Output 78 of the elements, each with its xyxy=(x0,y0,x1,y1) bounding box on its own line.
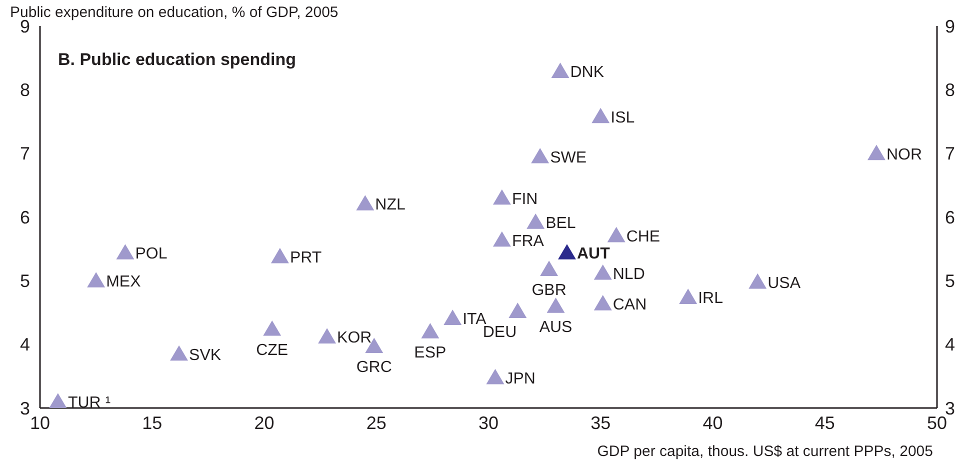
point xyxy=(867,144,886,160)
series-label: AUS xyxy=(539,319,572,336)
series-label: NZL xyxy=(375,196,406,214)
series-label: ESP xyxy=(414,344,446,362)
point xyxy=(679,288,698,304)
series-label: NOR xyxy=(886,146,922,164)
y2-tick-label: 8 xyxy=(945,80,956,100)
point xyxy=(48,393,67,408)
point xyxy=(558,244,576,260)
point xyxy=(421,323,440,338)
point xyxy=(263,320,282,336)
x-axis-title: GDP per capita, thous. US$ at current PPPs, 2005 xyxy=(597,443,933,460)
point xyxy=(492,189,511,205)
y-tick-label: 8 xyxy=(20,80,30,100)
point xyxy=(594,295,612,310)
series-label: GRC xyxy=(356,359,392,376)
point xyxy=(531,148,550,164)
point xyxy=(444,310,462,325)
y2-tick-label: 9 xyxy=(945,16,956,36)
point xyxy=(546,298,565,313)
point xyxy=(748,273,767,289)
y-tick-label: 4 xyxy=(20,334,30,355)
series-label: SVK xyxy=(189,346,222,364)
series-label: USA xyxy=(768,274,801,292)
series-label: FIN xyxy=(512,190,538,208)
x-tick-label: 10 xyxy=(30,412,50,433)
point xyxy=(116,244,134,260)
series-label: TUR ¹ xyxy=(68,394,111,412)
x-tick-label: 20 xyxy=(254,412,274,433)
series-label: PRT xyxy=(290,249,322,266)
point xyxy=(270,248,289,264)
series-label: MEX xyxy=(106,274,142,291)
y2-tick-label: 5 xyxy=(945,271,956,292)
y2-tick-label: 7 xyxy=(945,144,956,164)
point xyxy=(318,328,336,344)
x-tick-label: 40 xyxy=(702,412,723,433)
series-label: SWE xyxy=(550,150,587,167)
point xyxy=(170,345,188,361)
point xyxy=(607,226,626,242)
y-tick-label: 5 xyxy=(20,271,30,292)
y2-tick-label: 3 xyxy=(945,398,956,418)
series-label: CHE xyxy=(626,228,660,246)
series-label: GBR xyxy=(532,282,566,300)
y-tick-label: 3 xyxy=(20,398,30,418)
series-label: KOR xyxy=(337,330,372,347)
series-label: JPN xyxy=(505,370,536,388)
series-label: CZE xyxy=(256,342,288,360)
text: B. Public education spending xyxy=(58,50,296,70)
series-label: ISL xyxy=(610,109,635,126)
x-tick-label: 50 xyxy=(926,412,948,433)
point xyxy=(540,260,558,276)
point xyxy=(356,195,374,210)
series-label: AUT xyxy=(576,246,610,263)
series-label: BEL xyxy=(546,215,576,232)
x-tick-label: 30 xyxy=(478,412,499,433)
x-tick-label: 45 xyxy=(814,412,835,433)
series-label: FRA xyxy=(512,232,544,250)
x-tick-label: 35 xyxy=(590,412,611,433)
point xyxy=(486,368,504,384)
point xyxy=(492,231,511,247)
x-tick-label: 15 xyxy=(142,412,162,433)
point xyxy=(526,214,545,229)
point xyxy=(551,62,570,78)
series-label: DNK xyxy=(570,64,604,82)
point xyxy=(87,272,106,288)
point xyxy=(594,264,612,280)
series-label: CAN xyxy=(612,296,647,314)
series-label: DEU xyxy=(482,324,517,342)
series-label: NLD xyxy=(612,266,645,284)
y-tick-label: 7 xyxy=(20,144,30,164)
series-label: POL xyxy=(135,246,168,263)
x-tick-label: 25 xyxy=(366,412,386,433)
y-tick-label: 6 xyxy=(20,207,30,228)
point xyxy=(508,302,527,318)
y2-tick-label: 4 xyxy=(945,334,956,355)
point xyxy=(592,108,610,124)
series-label: IRL xyxy=(698,290,724,308)
y2-tick-label: 6 xyxy=(945,207,956,228)
